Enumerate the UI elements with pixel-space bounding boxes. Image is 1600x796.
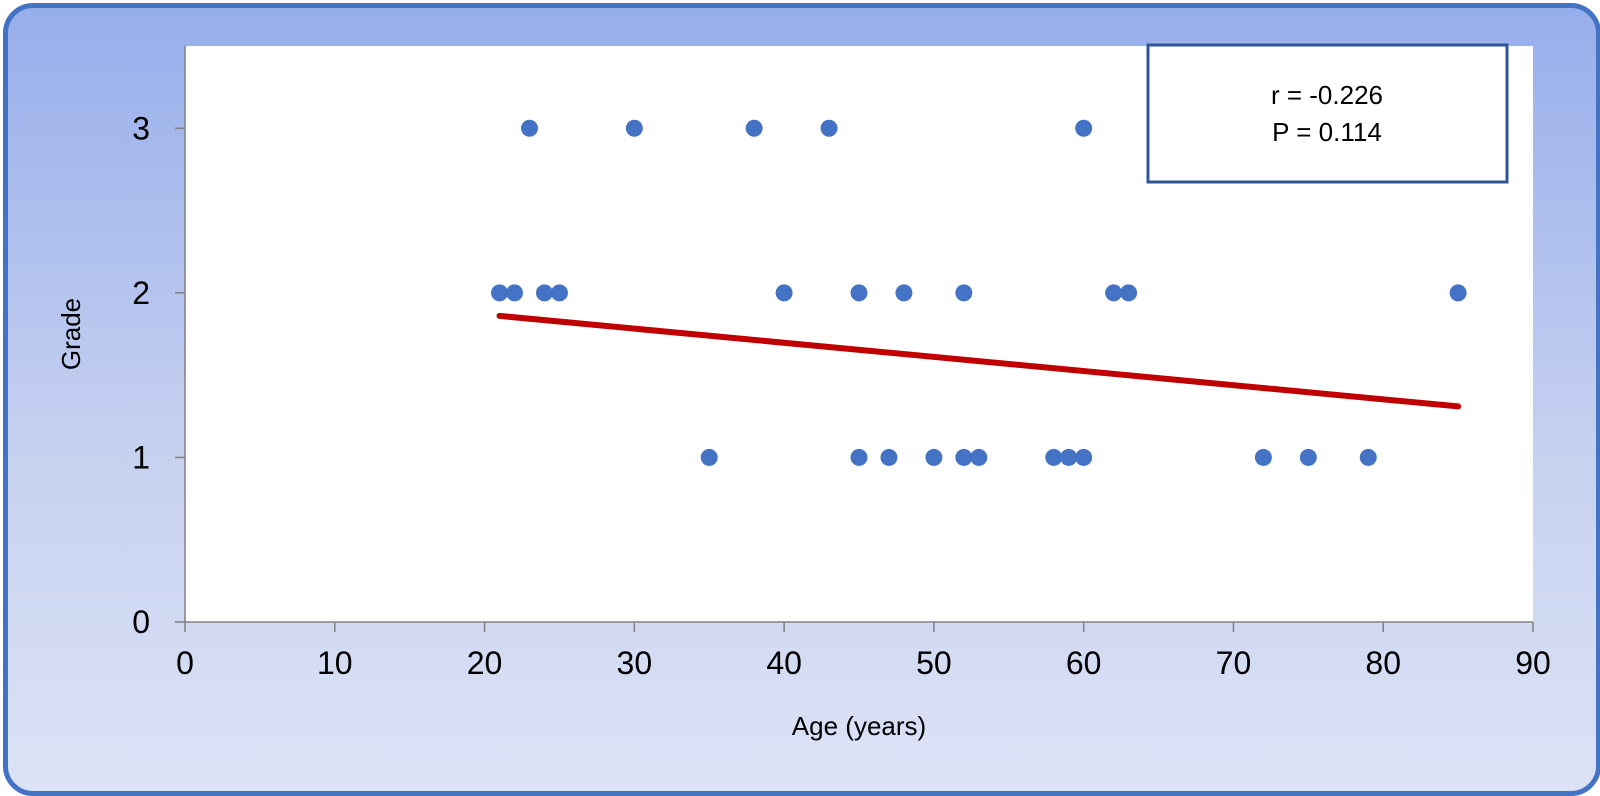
data-point [1075,448,1093,466]
axes [175,46,1534,632]
data-point [1105,284,1123,302]
data-point [520,119,538,137]
data-point [970,448,988,466]
y-tick-label: 3 [132,110,150,146]
data-point [880,448,898,466]
x-tick-label: 20 [467,645,503,681]
data-point [925,448,943,466]
data-point [700,448,718,466]
trendline-group [496,312,1462,410]
x-axis-title: Age (years) [792,711,926,741]
data-point [1449,284,1467,302]
data-point [820,119,838,137]
data-point [775,284,793,302]
data-point [506,284,524,302]
stats-annotation: r = -0.226 P = 0.114 [1146,43,1509,184]
data-point [955,448,973,466]
y-tick-label: 1 [132,439,150,475]
x-tick-label: 10 [317,645,353,681]
annotation-r-value: r = -0.226 [1271,80,1383,110]
data-point [955,284,973,302]
y-tick-label: 2 [132,275,150,311]
data-point [1045,448,1063,466]
annotation-box [1146,43,1509,184]
data-point [491,284,509,302]
x-tick-label: 60 [1066,645,1102,681]
data-point [1359,448,1377,466]
y-axis-title: Grade [56,298,86,370]
data-point [1075,119,1093,137]
x-tick-label: 0 [176,645,194,681]
data-point [850,448,868,466]
data-point [625,119,643,137]
trendline [496,312,1462,410]
annotation-p-value: P = 0.114 [1272,117,1382,147]
x-tick-label: 40 [766,645,802,681]
tick-labels: 0 10 20 30 40 50 60 70 80 90 0 1 2 3 [132,110,1551,681]
x-tick-label: 50 [916,645,952,681]
data-point [745,119,763,137]
data-point [1254,448,1272,466]
data-point [1060,448,1078,466]
x-tick-label: 80 [1365,645,1401,681]
data-point [550,284,568,302]
data-point [1120,284,1138,302]
y-tick-label: 0 [132,604,150,640]
data-points [491,119,1467,466]
data-point [1299,448,1317,466]
x-tick-label: 90 [1515,645,1551,681]
x-tick-label: 70 [1216,645,1252,681]
data-point [535,284,553,302]
x-tick-label: 30 [617,645,653,681]
data-point [895,284,913,302]
data-point [850,284,868,302]
